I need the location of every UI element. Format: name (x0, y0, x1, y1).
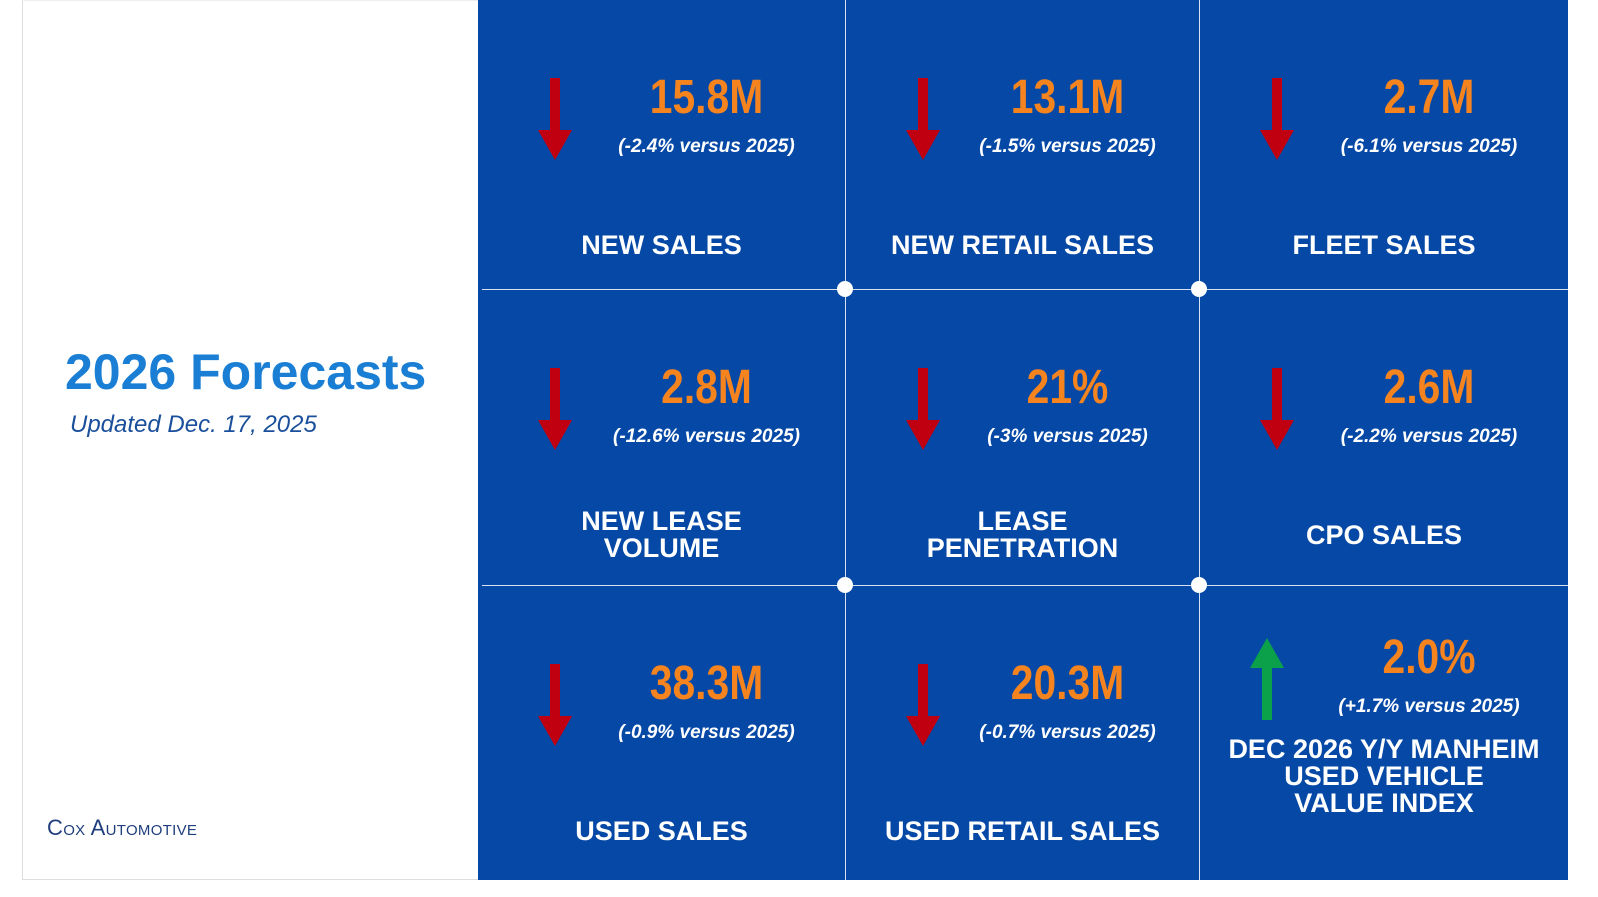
forecast-label: FLEET SALES (1200, 200, 1568, 290)
forecast-value: 2.8M (661, 361, 752, 414)
forecast-label: USED RETAIL SALES (846, 786, 1199, 876)
forecast-change: (-0.7% versus 2025) (979, 722, 1156, 743)
divider (845, 0, 846, 880)
forecast-tile: 38.3M (-0.9% versus 2025) USED SALES (478, 586, 845, 880)
label-line: FLEET SALES (1292, 229, 1476, 260)
forecast-change: (-0.9% versus 2025) (618, 722, 795, 743)
label-line: NEW SALES (581, 229, 742, 260)
forecast-change: (-12.6% versus 2025) (613, 426, 800, 447)
junction-dot (1191, 577, 1207, 593)
forecast-label: NEW RETAIL SALES (846, 200, 1199, 290)
arrow-shape (1250, 638, 1284, 720)
forecast-tile: 20.3M (-0.7% versus 2025) USED RETAIL SALE… (846, 586, 1199, 880)
arrow-down (906, 78, 940, 160)
forecast-label: NEW SALES (478, 200, 845, 290)
label-line: USED RETAIL SALES (884, 815, 1161, 846)
forecast-label: DEC 2026 Y/Y MANHEIM USED VEHICLE VALUE IN… (1200, 726, 1568, 826)
label-line: CPO SALES (1305, 519, 1463, 550)
forecast-grid: 15.8M (-2.4% versus 2025) NEW SALES 13.1M (-… (478, 0, 1568, 880)
title: 2026 Forecasts (65, 344, 427, 400)
divider (1199, 0, 1200, 880)
left-panel: 2026 Forecasts Updated Dec. 17, 2025 Cox… (22, 0, 479, 880)
forecast-tile: 2.8M (-12.6% versus 2025) NEW LEASE VOLUME (478, 290, 845, 585)
junction-dot (1191, 281, 1207, 297)
arrow-down (906, 368, 940, 450)
arrow-shape (1260, 368, 1294, 450)
forecast-label: NEW LEASE VOLUME (478, 490, 845, 580)
arrow-shape (906, 78, 940, 160)
forecast-tile: 15.8M (-2.4% versus 2025) NEW SALES (478, 0, 845, 289)
forecast-value: 20.3M (1010, 657, 1125, 710)
forecast-value: 15.8M (649, 71, 764, 124)
forecast-change: (-2.2% versus 2025) (1340, 426, 1518, 447)
forecast-tile: 2.0% (+1.7% versus 2025) DEC 2026 Y/Y MANH… (1200, 586, 1568, 880)
forecast-label: CPO SALES (1200, 490, 1568, 580)
forecast-tile: 2.7M (-6.1% versus 2025) FLEET SALES (1200, 0, 1568, 289)
arrow-shape (538, 664, 572, 746)
forecast-value: 38.3M (649, 657, 764, 710)
forecast-tile: 13.1M (-1.5% versus 2025) NEW RETAIL SALES (846, 0, 1199, 289)
forecast-change: (+1.7% versus 2025) (1338, 696, 1520, 717)
label-line: NEW LEASE (581, 506, 742, 536)
forecast-value: 2.0% (1382, 631, 1476, 684)
label-line: VOLUME (603, 533, 720, 563)
arrow-shape (538, 78, 572, 160)
label-line: NEW RETAIL SALES (890, 229, 1154, 260)
divider (482, 585, 1568, 586)
forecast-label: USED SALES (478, 786, 845, 876)
forecast-change: (-3% versus 2025) (987, 426, 1148, 447)
label-line: PENETRATION (926, 533, 1119, 563)
forecast-change: (-1.5% versus 2025) (979, 136, 1156, 157)
label-line: VALUE INDEX (1294, 787, 1474, 818)
label-line: LEASE (977, 506, 1068, 536)
label-line: DEC 2026 Y/Y MANHEIM (1228, 733, 1540, 764)
arrow-shape (906, 664, 940, 746)
forecast-value: 2.7M (1383, 71, 1475, 124)
arrow-down (1260, 368, 1294, 450)
forecast-value: 21% (1026, 361, 1109, 414)
forecast-label: LEASE PENETRATION (846, 490, 1199, 580)
forecast-tile: 21% (-3% versus 2025) LEASE PENETRATION (846, 290, 1199, 585)
arrow-shape (906, 368, 940, 450)
label-line: USED VEHICLE (1284, 760, 1484, 791)
arrow-down (538, 78, 572, 160)
arrow-shape (1260, 78, 1294, 160)
logo: Cox Automotive (47, 815, 198, 840)
subtitle: Updated Dec. 17, 2025 (70, 411, 317, 438)
label-line: USED SALES (575, 815, 748, 846)
forecast-tile: 2.6M (-2.2% versus 2025) CPO SALES (1200, 290, 1568, 585)
arrow-down (538, 368, 572, 450)
forecast-change: (-2.4% versus 2025) (618, 136, 795, 157)
arrow-down (538, 664, 572, 746)
forecast-value: 2.6M (1383, 361, 1475, 414)
divider (482, 289, 1568, 290)
junction-dot (837, 281, 853, 297)
forecast-value: 13.1M (1010, 71, 1125, 124)
arrow-shape (538, 368, 572, 450)
forecast-change: (-6.1% versus 2025) (1340, 136, 1518, 157)
junction-dot (837, 577, 853, 593)
arrow-down (906, 664, 940, 746)
arrow-up (1250, 638, 1284, 720)
arrow-down (1260, 78, 1294, 160)
